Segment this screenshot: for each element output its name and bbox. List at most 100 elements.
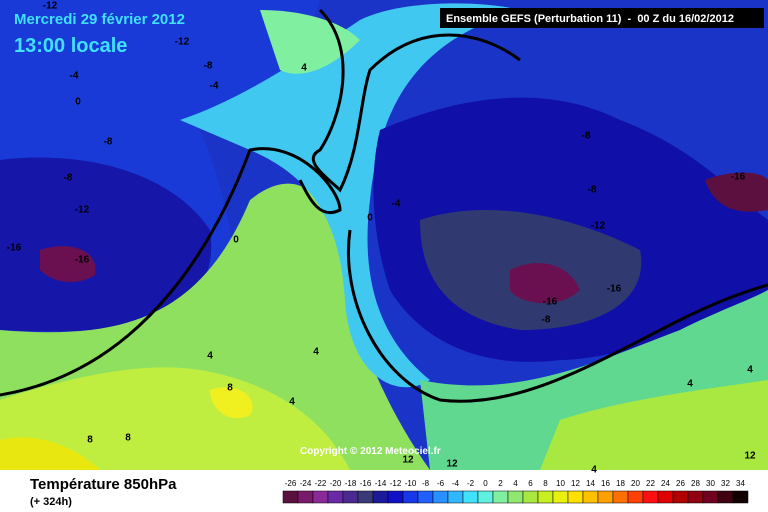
contour-label: 4 — [687, 379, 693, 390]
scale-label: 20 — [631, 479, 640, 488]
scale-swatch — [507, 490, 524, 504]
scale-label: -10 — [405, 479, 417, 488]
scale-label: -4 — [452, 479, 460, 488]
scale-label: -26 — [285, 479, 297, 488]
contour-label: -4 — [210, 81, 219, 92]
scale-swatch — [447, 490, 464, 504]
scale-label: -16 — [360, 479, 372, 488]
contour-label: 4 — [301, 63, 307, 74]
scale-label: -18 — [345, 479, 357, 488]
model: Ensemble GEFS (Perturbation 11) - 00 Z d… — [446, 13, 734, 25]
scale-label: -2 — [467, 479, 475, 488]
scale-label: -20 — [330, 479, 342, 488]
color-scale: -26 -24 -22 -20 -18 -16 -14 -12 -10 -8 -6 -4 -2 0 2 4 6 8… — [282, 479, 749, 504]
scale-label: 14 — [586, 479, 595, 488]
contour-label: 12 — [402, 455, 414, 466]
scale-swatch — [462, 490, 479, 504]
scale-label: -6 — [437, 479, 445, 488]
scale-label: 0 — [483, 479, 488, 488]
scale-swatch — [597, 490, 614, 504]
scale-swatch — [342, 490, 359, 504]
scale-swatch — [282, 490, 299, 504]
scale-swatch — [357, 490, 374, 504]
scale-swatch — [732, 490, 749, 504]
scale-swatch — [327, 490, 344, 504]
contour-label: 4 — [591, 465, 597, 476]
scale-label: 16 — [601, 479, 610, 488]
scale-label: 22 — [646, 479, 655, 488]
contour-label: -8 — [542, 315, 551, 326]
scale-label: 10 — [556, 479, 565, 488]
scale-swatch — [417, 490, 434, 504]
scale-swatch — [387, 490, 404, 504]
scale-swatch — [687, 490, 704, 504]
contour-label: 0 — [367, 213, 373, 224]
contour-label: -8 — [588, 185, 597, 196]
scale-swatch — [552, 490, 569, 504]
contour-label: 0 — [233, 235, 239, 246]
scale-swatch — [657, 490, 674, 504]
contour-label: 8 — [227, 383, 233, 394]
scale-swatch — [567, 490, 584, 504]
scale-swatch — [537, 490, 554, 504]
scale-label: 4 — [513, 479, 518, 488]
scale-swatch — [702, 490, 719, 504]
scale-swatch — [477, 490, 494, 504]
footer-title: Température 850hPa — [30, 476, 177, 493]
scale-label: 24 — [661, 479, 670, 488]
contour-label: -8 — [104, 137, 113, 148]
scale-label: -24 — [300, 479, 312, 488]
contour-label: -12 — [43, 1, 58, 12]
scale-swatch — [297, 490, 314, 504]
scale-label: 18 — [616, 479, 625, 488]
scale-label: -22 — [315, 479, 327, 488]
scale-swatch — [582, 490, 599, 504]
scale-label: 26 — [676, 479, 685, 488]
scale-label: 2 — [498, 479, 503, 488]
contour-label: -12 — [591, 221, 606, 232]
contour-label: -8 — [582, 131, 591, 142]
scale-label: 6 — [528, 479, 533, 488]
contour-label: 8 — [87, 435, 93, 446]
contour-labels: -12 -12 -8 -4 -4 0 -8 -8 -12 -16 -16 4 -8 -8 -4 0 0 -12 -1… — [7, 1, 756, 476]
scale-label: -12 — [390, 479, 402, 488]
contour-label: -16 — [75, 255, 90, 266]
time: 13:00 locale — [14, 35, 127, 57]
footer-lead: (+ 324h) — [30, 496, 72, 508]
contour-label: 8 — [125, 433, 131, 444]
contour-label: -16 — [607, 284, 622, 295]
contour-label: -4 — [392, 199, 401, 210]
contour-label: 4 — [289, 397, 295, 408]
date: Mercredi 29 février 2012 — [14, 11, 185, 28]
scale-swatch — [612, 490, 629, 504]
scale-label: 30 — [706, 479, 715, 488]
scale-label: -8 — [422, 479, 430, 488]
scale-swatch — [432, 490, 449, 504]
scale-label: 28 — [691, 479, 700, 488]
contour-label: 0 — [75, 97, 81, 108]
scale-label: 34 — [736, 479, 745, 488]
contour-label: -8 — [204, 61, 213, 72]
scale-swatch — [642, 490, 659, 504]
contour-label: 4 — [747, 365, 753, 376]
contour-label: -16 — [543, 297, 558, 308]
scale-swatch — [372, 490, 389, 504]
contour-label: -12 — [75, 205, 90, 216]
scale-swatch — [717, 490, 734, 504]
scale-label: 32 — [721, 479, 730, 488]
contour-label: -4 — [70, 71, 79, 82]
scale-label: 8 — [543, 479, 548, 488]
contour-label: 4 — [313, 347, 319, 358]
contour-label: 12 — [744, 451, 756, 462]
scale-swatch — [672, 490, 689, 504]
scale-swatch — [627, 490, 644, 504]
model-box — [440, 8, 764, 28]
contour-label: 12 — [446, 459, 458, 470]
contour-label: -16 — [731, 172, 746, 183]
copyright: Copyright © 2012 Meteociel.fr — [300, 446, 441, 457]
contour-label: -12 — [175, 37, 190, 48]
scale-swatch — [402, 490, 419, 504]
contour-label: 4 — [207, 351, 213, 362]
